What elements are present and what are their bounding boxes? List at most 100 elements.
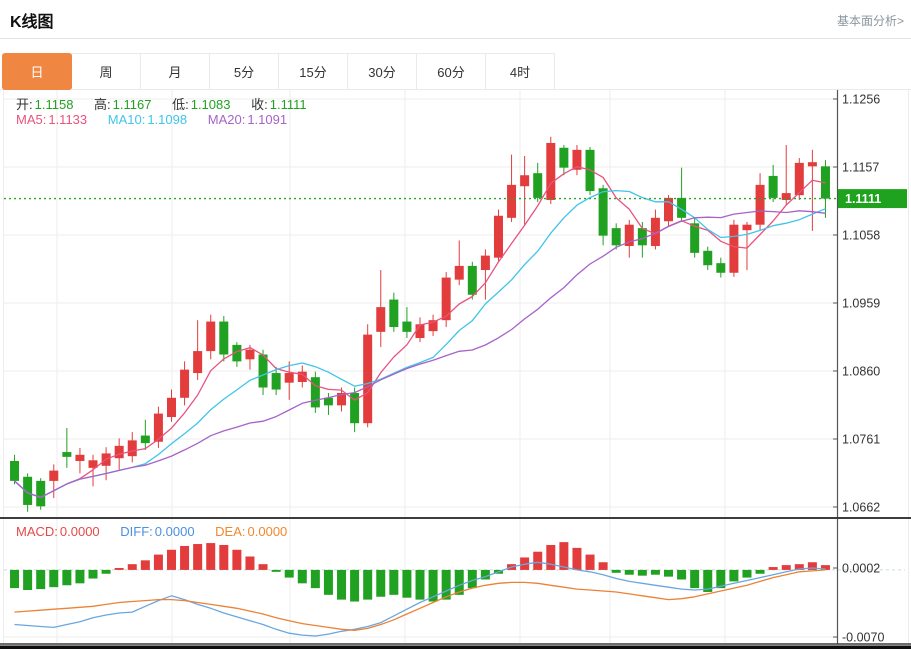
candle-body <box>493 215 503 258</box>
candle-body <box>768 175 778 198</box>
candle-body <box>258 354 268 388</box>
macd-bar <box>153 554 163 570</box>
candle-body <box>219 321 229 355</box>
candle-body <box>180 369 190 398</box>
macd-bar <box>219 545 229 570</box>
interval-tab-周[interactable]: 周 <box>71 53 141 90</box>
candle-body <box>637 228 647 246</box>
candle-body <box>271 373 281 390</box>
price-tick-label: 1.1058 <box>842 229 880 243</box>
macd-bar <box>441 569 451 600</box>
candle-body <box>284 373 294 383</box>
macd-bar <box>297 569 307 584</box>
candle-body <box>389 299 399 328</box>
macd-bar <box>376 569 386 597</box>
macd-bar <box>664 569 674 577</box>
candle-body <box>650 217 660 246</box>
macd-bar <box>114 568 124 570</box>
macd-bar <box>49 569 59 588</box>
interval-tab-月[interactable]: 月 <box>140 53 210 90</box>
macd-bar <box>88 569 98 579</box>
candle-body <box>114 445 124 459</box>
macd-bar <box>467 569 477 589</box>
candle-body <box>520 175 530 187</box>
dea-line <box>14 569 826 631</box>
macd-bar <box>533 551 543 570</box>
candle-body <box>166 397 176 418</box>
macd-bar <box>820 565 830 570</box>
candle-body <box>140 435 150 444</box>
interval-tab-日[interactable]: 日 <box>2 53 72 90</box>
price-tick-label: 1.0959 <box>842 297 880 311</box>
current-price-badge-label: 1.1111 <box>845 192 881 206</box>
macd-bar <box>742 569 752 578</box>
fundamental-analysis-link[interactable]: 基本面分析> <box>836 14 904 28</box>
diff-line <box>14 561 826 637</box>
candle-body <box>337 392 347 406</box>
macd-bar <box>258 564 268 570</box>
macd-bar <box>781 565 791 570</box>
candle-body <box>690 223 700 253</box>
macd-bar <box>677 569 687 580</box>
candle-body <box>611 228 621 246</box>
candle-body <box>794 162 804 196</box>
candle-body <box>363 334 373 424</box>
interval-tab-5分[interactable]: 5分 <box>209 53 279 90</box>
candle-body <box>88 460 98 468</box>
macd-bar <box>611 569 621 573</box>
candle-body <box>350 392 360 424</box>
macd-bar <box>480 569 490 580</box>
interval-tab-4时[interactable]: 4时 <box>485 53 555 90</box>
macd-bar <box>768 567 778 570</box>
candle-body <box>664 197 674 222</box>
macd-bar <box>559 542 569 570</box>
interval-tab-15分[interactable]: 15分 <box>278 53 348 90</box>
ma10-line <box>14 189 826 499</box>
candle-body <box>297 371 307 382</box>
candle-body <box>376 307 386 332</box>
candle-body <box>310 377 320 408</box>
chart-svg[interactable]: 1.1256 1.1157 1.1058 1.0959 1.0860 1.0761 1.06… <box>0 90 911 649</box>
macd-bar <box>310 569 320 589</box>
macd-bar <box>36 569 46 590</box>
candle-body <box>36 480 46 507</box>
macd-bar <box>323 569 333 595</box>
macd-bar <box>794 564 804 570</box>
macd-bar <box>389 569 399 595</box>
candle-body <box>402 321 412 332</box>
candle-body <box>428 320 438 332</box>
macd-tick-label: -0.0070 <box>842 631 884 645</box>
candle-body <box>454 265 464 280</box>
candle-body <box>807 162 817 167</box>
candle-body <box>703 250 713 266</box>
macd-bar <box>206 543 216 570</box>
macd-bar <box>127 564 137 570</box>
macd-bar <box>140 560 150 570</box>
candle-body <box>153 413 163 442</box>
candle-body <box>206 321 216 352</box>
macd-bar <box>166 549 176 570</box>
ma5-line <box>14 166 826 499</box>
interval-tabs: 日周月 5分 15分 30分 60分 4时 <box>0 53 911 90</box>
macd-bar <box>585 554 595 570</box>
interval-tab-60分[interactable]: 60分 <box>416 53 486 90</box>
candle-body <box>467 265 477 295</box>
candle-body <box>677 197 687 218</box>
candle-body <box>781 193 791 200</box>
candle-body <box>507 184 517 218</box>
macd-bar <box>428 569 438 602</box>
candle-body <box>415 324 425 339</box>
interval-tab-30分[interactable]: 30分 <box>347 53 417 90</box>
price-tick-label: 1.0662 <box>842 501 880 515</box>
bottom-bar <box>0 645 911 649</box>
chart-area[interactable]: 1.1256 1.1157 1.1058 1.0959 1.0860 1.0761 1.06… <box>0 90 911 649</box>
candle-body <box>23 476 33 505</box>
macd-bar <box>193 544 203 570</box>
macd-bar <box>624 569 634 575</box>
candle-body <box>75 454 85 461</box>
current-price-badge <box>838 189 907 209</box>
candle-body <box>441 277 451 321</box>
macd-bar <box>180 545 190 570</box>
macd-bar <box>232 549 242 570</box>
macd-bar <box>598 562 608 570</box>
